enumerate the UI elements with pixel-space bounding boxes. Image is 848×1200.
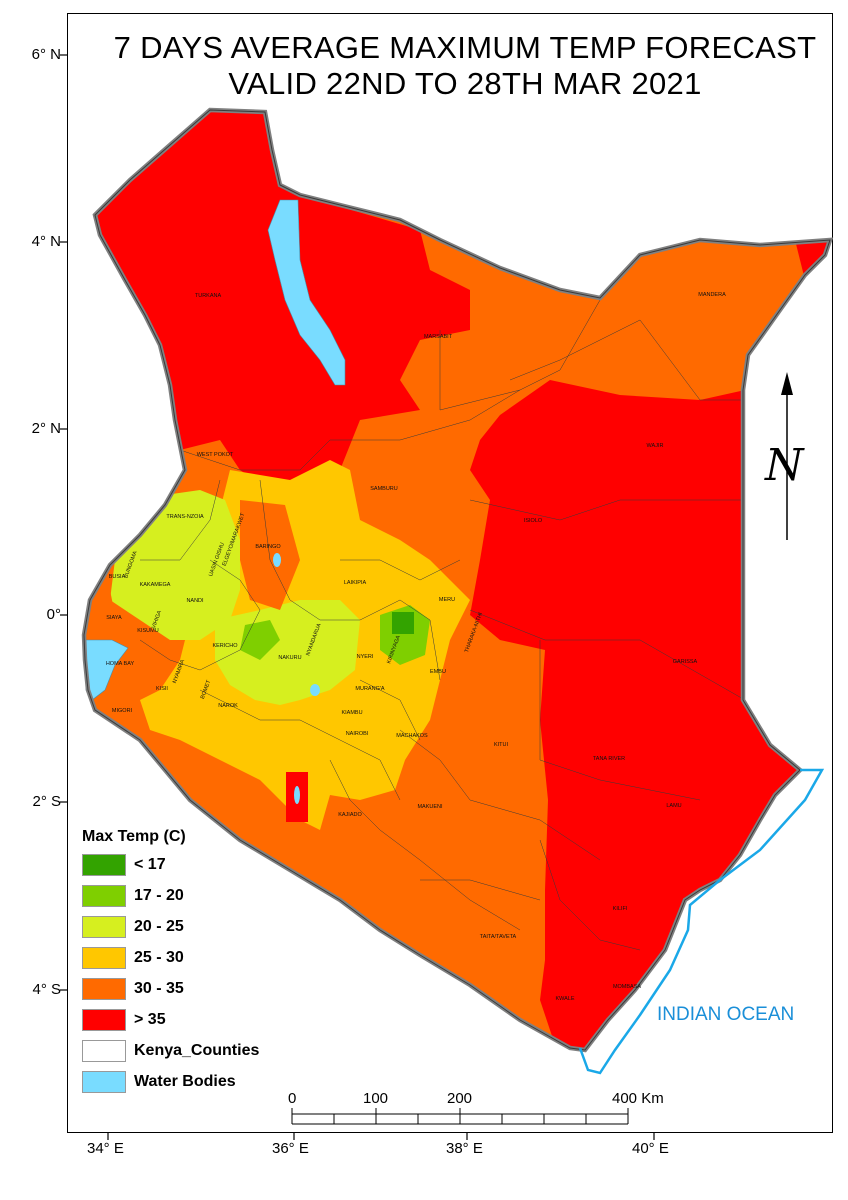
- county-label: GARISSA: [673, 659, 698, 665]
- scale-label-400km: 400 Km: [612, 1090, 664, 1107]
- county-label: SAMBURU: [370, 486, 398, 492]
- county-label: KERICHO: [212, 643, 238, 649]
- legend-title: Max Temp (C): [82, 828, 186, 845]
- map-title-line2: VALID 22ND TO 28TH MAR 2021: [228, 66, 702, 101]
- county-label: MAKUENI: [417, 804, 443, 810]
- county-label: TRANS-NZOIA: [166, 514, 204, 520]
- zone-hot-east: [470, 380, 800, 1050]
- county-label: KITUI: [494, 742, 509, 748]
- lat-label-2n: 2° N: [31, 420, 61, 437]
- county-label: MARSABIT: [424, 334, 453, 340]
- lake-baringo: [273, 553, 281, 567]
- county-label: MIGORI: [112, 708, 133, 714]
- county-label: TURKANA: [195, 293, 222, 299]
- lat-label-6n: 6° N: [31, 46, 61, 63]
- legend-item: > 35: [82, 1007, 186, 1038]
- county-label: SIAYA: [106, 615, 122, 621]
- lat-label-4s: 4° S: [32, 981, 61, 998]
- legend-item: 20 - 25: [82, 914, 186, 945]
- north-arrow-label: N: [765, 440, 804, 491]
- county-label: NAROK: [218, 703, 238, 709]
- legend: Max Temp (C) < 17 17 - 20 20 - 25 25 - 30 30…: [82, 828, 259, 1100]
- county-label: EMBU: [430, 669, 446, 675]
- county-label: LAMU: [666, 803, 681, 809]
- lon-label-40e: 40° E: [632, 1140, 669, 1157]
- lat-label-2s: 2° S: [32, 793, 61, 810]
- county-label: MURANG'A: [355, 686, 384, 692]
- county-label: NANDI: [186, 598, 204, 604]
- legend-item: < 17: [82, 852, 186, 883]
- county-label: NAIROBI: [346, 731, 369, 737]
- county-label: MANDERA: [698, 292, 726, 298]
- legend-swatch: [82, 885, 126, 907]
- county-boundaries: [139, 299, 746, 951]
- county-label: BUSIA: [109, 574, 126, 580]
- kenya-border-inner: [83, 109, 831, 1051]
- north-arrow: [781, 372, 793, 540]
- legend-label: 20 - 25: [134, 918, 184, 935]
- county-label: NAKURU: [278, 655, 301, 661]
- legend-swatch: [82, 1040, 126, 1062]
- county-label: TANA RIVER: [593, 756, 625, 762]
- legend-label: Kenya_Counties: [134, 1042, 260, 1059]
- lake-turkana: [267, 199, 346, 386]
- county-label: MACHAKOS: [396, 733, 428, 739]
- map-title-line1: 7 DAYS AVERAGE MAXIMUM TEMP FORECAST: [113, 30, 817, 65]
- zone-below-17: [392, 612, 414, 634]
- lon-label-36e: 36° E: [272, 1140, 309, 1157]
- lake-naivasha: [310, 684, 320, 696]
- legend-swatch: [82, 947, 126, 969]
- legend-items: < 17 17 - 20 20 - 25 25 - 30 30 - 35 > 35 Keny…: [82, 852, 259, 1100]
- zone-hot-northwest: [90, 110, 470, 520]
- county-label: MERU: [439, 597, 455, 603]
- scale-label-0: 0: [288, 1090, 297, 1107]
- county-label: KIAMBU: [341, 710, 362, 716]
- county-label: BARINGO: [255, 544, 281, 550]
- county-label: WEST POKOT: [197, 452, 234, 458]
- legend-swatch: [82, 854, 126, 876]
- county-label: NYERI: [357, 654, 374, 660]
- county-label: KWALE: [555, 996, 574, 1002]
- scale-label-200: 200: [447, 1090, 473, 1107]
- legend-label: 25 - 30: [134, 949, 184, 966]
- legend-swatch: [82, 916, 126, 938]
- scale-label-100: 100: [363, 1090, 389, 1107]
- legend-swatch: [82, 1009, 126, 1031]
- county-label: ISIOLO: [524, 518, 543, 524]
- legend-swatch: [82, 1071, 126, 1093]
- legend-label: Water Bodies: [134, 1073, 236, 1090]
- ocean-label: INDIAN OCEAN: [657, 1004, 795, 1025]
- county-label: KISUMU: [137, 628, 158, 634]
- legend-label: 17 - 20: [134, 887, 184, 904]
- legend-label: 30 - 35: [134, 980, 184, 997]
- county-label: KISII: [156, 686, 168, 692]
- county-label: KAKAMEGA: [140, 582, 171, 588]
- legend-item: 25 - 30: [82, 945, 186, 976]
- county-label: LAIKIPIA: [344, 580, 367, 586]
- lon-label-38e: 38° E: [446, 1140, 483, 1157]
- legend-item: 17 - 20: [82, 883, 186, 914]
- county-label: KAJIADO: [338, 812, 362, 818]
- county-label: WAJIR: [647, 443, 664, 449]
- zone-30-35-baringo: [240, 500, 300, 610]
- legend-item: 30 - 35: [82, 976, 186, 1007]
- legend-swatch: [82, 978, 126, 1000]
- lat-label-0: 0°: [46, 606, 61, 623]
- lake-magadi: [294, 786, 300, 804]
- legend-item: Water Bodies: [82, 1069, 236, 1100]
- county-label: HOMA BAY: [106, 661, 135, 667]
- scale-bar: [291, 1108, 629, 1125]
- county-label: KILIFI: [613, 906, 628, 912]
- lat-label-4n: 4° N: [31, 233, 61, 250]
- graticule-ticks: [60, 54, 655, 1140]
- county-label: MOMBASA: [613, 984, 641, 990]
- lon-label-34e: 34° E: [87, 1140, 124, 1157]
- ocean-boundary: [578, 768, 825, 1075]
- county-label: TAITA/TAVETA: [480, 934, 517, 940]
- legend-label: > 35: [134, 1011, 166, 1028]
- legend-item: Kenya_Counties: [82, 1038, 259, 1069]
- legend-label: < 17: [134, 856, 166, 873]
